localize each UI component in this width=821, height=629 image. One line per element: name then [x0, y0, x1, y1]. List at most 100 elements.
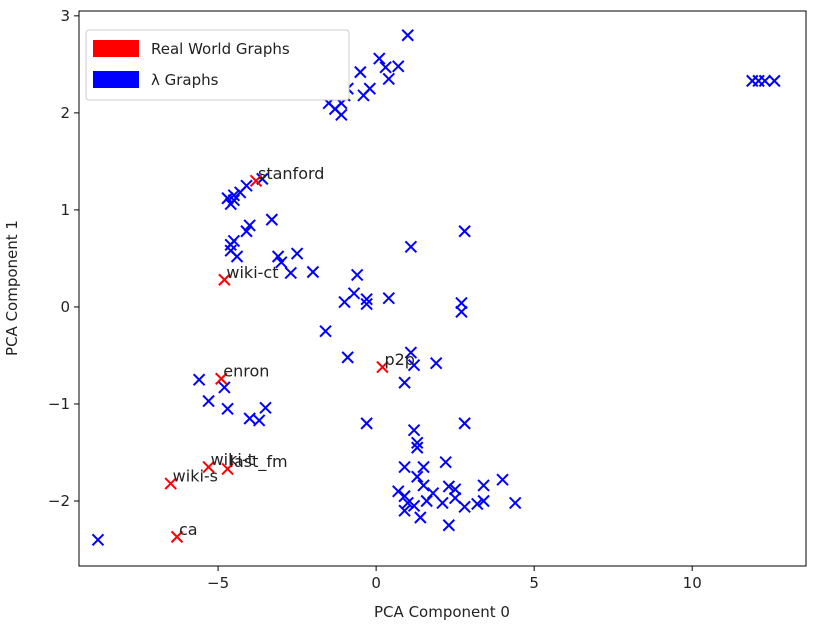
lambda-graph-point — [458, 500, 471, 514]
real-world-graph-point — [376, 360, 389, 374]
lambda-graph-point — [398, 376, 411, 389]
lambda-graph-point — [319, 324, 332, 338]
lambda-graph-point — [398, 460, 411, 474]
lambda-graph-point — [758, 74, 772, 88]
real-world-graph-point — [202, 460, 215, 474]
lambda-graph-point — [398, 504, 411, 517]
x-tick-label: 10 — [683, 574, 702, 592]
lambda-graph-point — [398, 489, 411, 503]
lambda-graph-point — [439, 455, 452, 469]
y-tick-label: 3 — [60, 7, 70, 25]
lambda-graph-point — [357, 89, 370, 102]
lambda-graph-point — [382, 291, 395, 305]
lambda-graph-point — [496, 473, 509, 486]
lambda-graph-point — [508, 496, 522, 510]
lambda-graph-point — [227, 189, 241, 202]
real-world-point-label: wiki-ct — [226, 263, 278, 282]
legend: Real World Graphs λ Graphs — [85, 29, 350, 101]
legend-label-real-world: Real World Graphs — [151, 40, 290, 58]
lambda-graph-point — [341, 351, 354, 364]
legend-swatch-lambda — [93, 71, 139, 88]
lambda-graph-point — [360, 297, 373, 311]
x-tick-label: −5 — [207, 574, 229, 592]
lambda-graph-point — [275, 256, 288, 269]
lambda-graph-point — [417, 460, 430, 474]
lambda-graph-point — [360, 417, 373, 430]
lambda-graph-point — [426, 487, 440, 500]
lambda-graph-point — [768, 74, 781, 88]
lambda-graph-point — [417, 479, 430, 492]
real-world-point-label: enron — [223, 362, 269, 381]
plot-frame — [78, 10, 807, 567]
lambda-graph-point — [407, 499, 421, 513]
y-axis-ticks: −2 −1 0 1 2 3 — [48, 7, 79, 510]
lambda-graph-point — [265, 213, 279, 226]
real-world-graph-point — [218, 273, 231, 286]
lambda-graph-point — [401, 29, 414, 42]
lambda-graph-point — [411, 441, 424, 454]
lambda-graph-point — [401, 496, 414, 510]
lambda-graph-point — [306, 265, 320, 279]
lambda-graph-point — [259, 401, 272, 415]
lambda-graph-point — [224, 238, 237, 252]
lambda-graph-point — [407, 358, 421, 372]
real-world-point-label: wiki-t — [211, 450, 254, 469]
lambda-graph-point — [350, 268, 364, 282]
lambda-graph-point — [252, 414, 266, 427]
lambda-graph-point — [382, 72, 395, 86]
lambda-graph-point — [411, 436, 424, 449]
point-labels: stanford wiki-ct enron p2p wiki-tlast_fmwiki… — [173, 164, 415, 539]
lambda-graph-point — [218, 381, 231, 394]
lambda-graph-point — [477, 494, 490, 508]
lambda-graph-point — [442, 519, 456, 532]
lambda-graph-point — [243, 219, 256, 232]
lambda-graph-point — [379, 61, 392, 74]
lambda-graph-point — [392, 485, 405, 498]
real-world-graph-point — [249, 174, 263, 188]
lambda-graph-point — [284, 266, 297, 280]
chart-marks — [91, 29, 781, 547]
lambda-graph-point — [458, 417, 471, 430]
lambda-graph-point — [404, 240, 418, 253]
lambda-graph-point — [442, 480, 456, 493]
real-world-point-label: wiki-s — [173, 467, 218, 486]
lambda-graph-point — [271, 250, 285, 263]
legend-box — [85, 29, 350, 101]
lambda-graph-point — [221, 402, 234, 416]
lambda-graph-point — [414, 511, 427, 524]
legend-label-lambda: λ Graphs — [151, 71, 219, 89]
lambda-graph-point — [411, 470, 424, 483]
lambda-graph-point — [233, 186, 247, 199]
y-axis-title: PCA Component 1 — [3, 220, 21, 356]
y-tick-label: 1 — [60, 201, 70, 219]
real-world-graph-point — [215, 372, 228, 385]
legend-swatch-real-world — [93, 40, 139, 57]
real-world-point-label: last_fm — [230, 452, 288, 472]
real-world-point-label: ca — [179, 520, 198, 539]
real-world-point-label: p2p — [384, 350, 415, 369]
lambda-graph-point — [360, 292, 373, 306]
lambda-graph-point — [224, 197, 237, 211]
lambda-graph-point — [429, 357, 443, 370]
real-world-graph-point — [170, 530, 184, 544]
lambda-graph-point — [455, 305, 468, 318]
x-axis-ticks: −5 0 5 10 — [207, 566, 702, 592]
lambda-graph-point — [240, 225, 253, 238]
lambda-graph-point — [436, 496, 449, 510]
lambda-graph-point — [407, 423, 421, 437]
lambda-graph-point — [420, 494, 433, 508]
lambda-graph-point — [458, 225, 471, 238]
y-tick-label: 0 — [60, 298, 70, 316]
lambda-graph-point — [243, 412, 256, 425]
lambda-graph-point — [354, 65, 367, 79]
real-world-graph-point — [164, 477, 177, 490]
lambda-graph-point — [290, 247, 304, 260]
lambda-graph-point — [192, 373, 206, 386]
lambda-graph-point — [230, 250, 244, 263]
lambda-graph-point — [404, 346, 418, 359]
lambda-graph-point — [91, 533, 105, 547]
y-tick-label: 2 — [60, 104, 70, 122]
y-tick-label: −1 — [48, 395, 70, 413]
real-world-graph-point — [221, 462, 234, 476]
